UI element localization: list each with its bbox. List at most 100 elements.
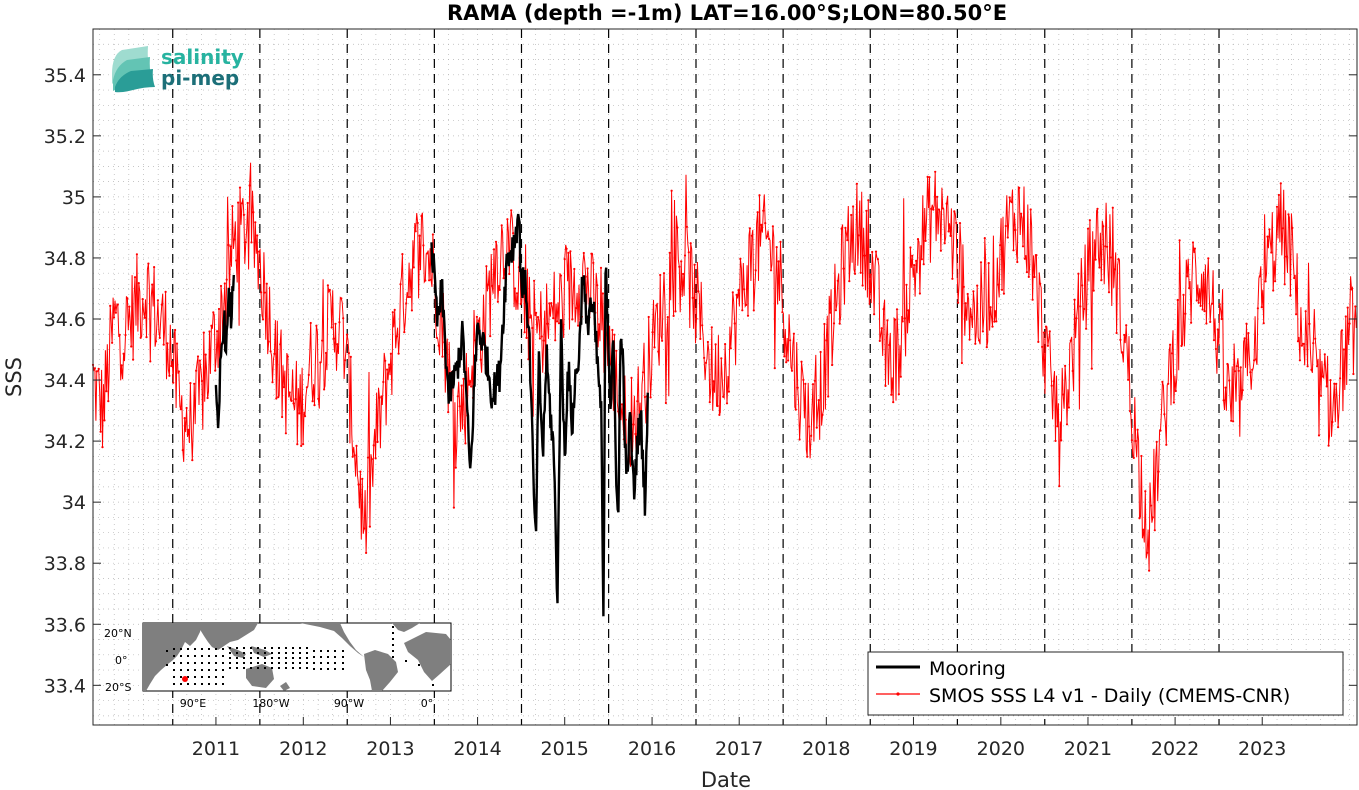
smos-point bbox=[567, 251, 570, 254]
x-tick-label: 2013 bbox=[366, 738, 414, 760]
wave-logo-icon bbox=[112, 46, 155, 93]
smos-point bbox=[347, 352, 350, 355]
map-dot bbox=[236, 647, 238, 649]
smos-point bbox=[873, 313, 876, 316]
smos-point bbox=[489, 335, 492, 338]
smos-point bbox=[840, 227, 843, 230]
smos-point bbox=[143, 316, 146, 319]
smos-point bbox=[972, 290, 975, 293]
smos-point bbox=[1002, 292, 1006, 295]
smos-point bbox=[1021, 245, 1025, 248]
smos-point bbox=[1251, 368, 1254, 371]
smos-point bbox=[1228, 379, 1231, 382]
smos-point bbox=[1176, 298, 1179, 302]
smos-point bbox=[1230, 419, 1233, 422]
smos-point bbox=[813, 379, 817, 382]
smos-point bbox=[395, 335, 398, 338]
smos-point bbox=[1295, 313, 1298, 316]
smos-point bbox=[704, 361, 708, 364]
smos-point bbox=[1302, 342, 1305, 345]
map-dot bbox=[306, 647, 308, 649]
smos-point bbox=[781, 311, 784, 314]
map-dot bbox=[299, 647, 301, 649]
map-dot bbox=[327, 668, 329, 670]
map-dot bbox=[264, 667, 266, 669]
smos-point bbox=[162, 343, 165, 346]
smos-point bbox=[418, 234, 421, 237]
smos-point bbox=[899, 375, 902, 378]
map-dot bbox=[236, 652, 238, 654]
x-tick-label: 2012 bbox=[279, 738, 327, 760]
smos-point bbox=[756, 211, 759, 214]
smos-point bbox=[1174, 389, 1177, 393]
smos-point bbox=[958, 222, 962, 225]
smos-point bbox=[685, 225, 689, 228]
smos-point bbox=[683, 254, 687, 257]
smos-point bbox=[962, 285, 965, 288]
smos-point bbox=[118, 333, 121, 336]
map-dot bbox=[257, 647, 259, 649]
map-dot bbox=[243, 662, 245, 664]
smos-point bbox=[1132, 456, 1135, 459]
map-dot bbox=[250, 657, 252, 659]
smos-point bbox=[993, 320, 996, 323]
smos-point bbox=[227, 243, 230, 247]
smos-point bbox=[913, 264, 916, 267]
smos-point bbox=[748, 227, 752, 230]
smos-point bbox=[410, 309, 413, 312]
smos-point bbox=[787, 359, 790, 362]
smos-point bbox=[680, 260, 683, 263]
map-dot bbox=[180, 676, 182, 678]
smos-point bbox=[1348, 322, 1351, 325]
map-dot bbox=[180, 683, 182, 685]
smos-point bbox=[256, 234, 259, 237]
map-dot bbox=[392, 650, 394, 652]
smos-point bbox=[284, 432, 287, 435]
map-dot bbox=[285, 657, 287, 659]
smos-point bbox=[1193, 247, 1196, 250]
smos-point bbox=[716, 404, 719, 408]
smos-point bbox=[103, 419, 106, 422]
smos-point bbox=[120, 364, 123, 367]
map-dot bbox=[292, 647, 294, 649]
smos-point bbox=[672, 314, 675, 317]
map-dot bbox=[299, 667, 301, 669]
smos-point bbox=[112, 316, 116, 319]
smos-point bbox=[655, 304, 658, 307]
smos-point bbox=[714, 343, 717, 346]
smos-point bbox=[164, 290, 167, 293]
smos-point bbox=[1025, 271, 1028, 274]
legend[interactable]: Mooring SMOS SSS L4 v1 - Daily (CMEMS-CN… bbox=[867, 651, 1344, 716]
map-dot bbox=[180, 669, 182, 671]
smos-point bbox=[1243, 337, 1246, 340]
smos-point bbox=[1167, 382, 1170, 385]
smos-point bbox=[1199, 304, 1202, 307]
smos-point bbox=[966, 292, 969, 296]
smos-point bbox=[330, 326, 333, 329]
smos-point bbox=[107, 400, 110, 403]
smos-point bbox=[1291, 226, 1294, 230]
smos-point bbox=[1327, 444, 1330, 447]
smos-point bbox=[838, 322, 841, 325]
map-dot bbox=[215, 648, 217, 650]
smos-point bbox=[500, 224, 503, 227]
map-dot bbox=[243, 647, 245, 649]
smos-point bbox=[298, 412, 301, 415]
smos-point bbox=[397, 352, 400, 355]
smos-point bbox=[261, 318, 265, 321]
smos-point bbox=[393, 308, 396, 311]
map-dot bbox=[327, 656, 329, 658]
map-dot bbox=[334, 668, 336, 670]
smos-point bbox=[1117, 258, 1120, 261]
smos-point bbox=[611, 328, 614, 332]
smos-point bbox=[355, 444, 358, 447]
map-dot bbox=[243, 652, 245, 654]
smos-point bbox=[1107, 291, 1111, 294]
map-dot bbox=[292, 657, 294, 659]
smos-point bbox=[452, 506, 455, 509]
smos-point bbox=[214, 369, 217, 372]
map-dot bbox=[342, 650, 344, 652]
smos-point bbox=[630, 376, 633, 379]
smos-point bbox=[649, 396, 652, 399]
map-dot bbox=[264, 662, 266, 664]
